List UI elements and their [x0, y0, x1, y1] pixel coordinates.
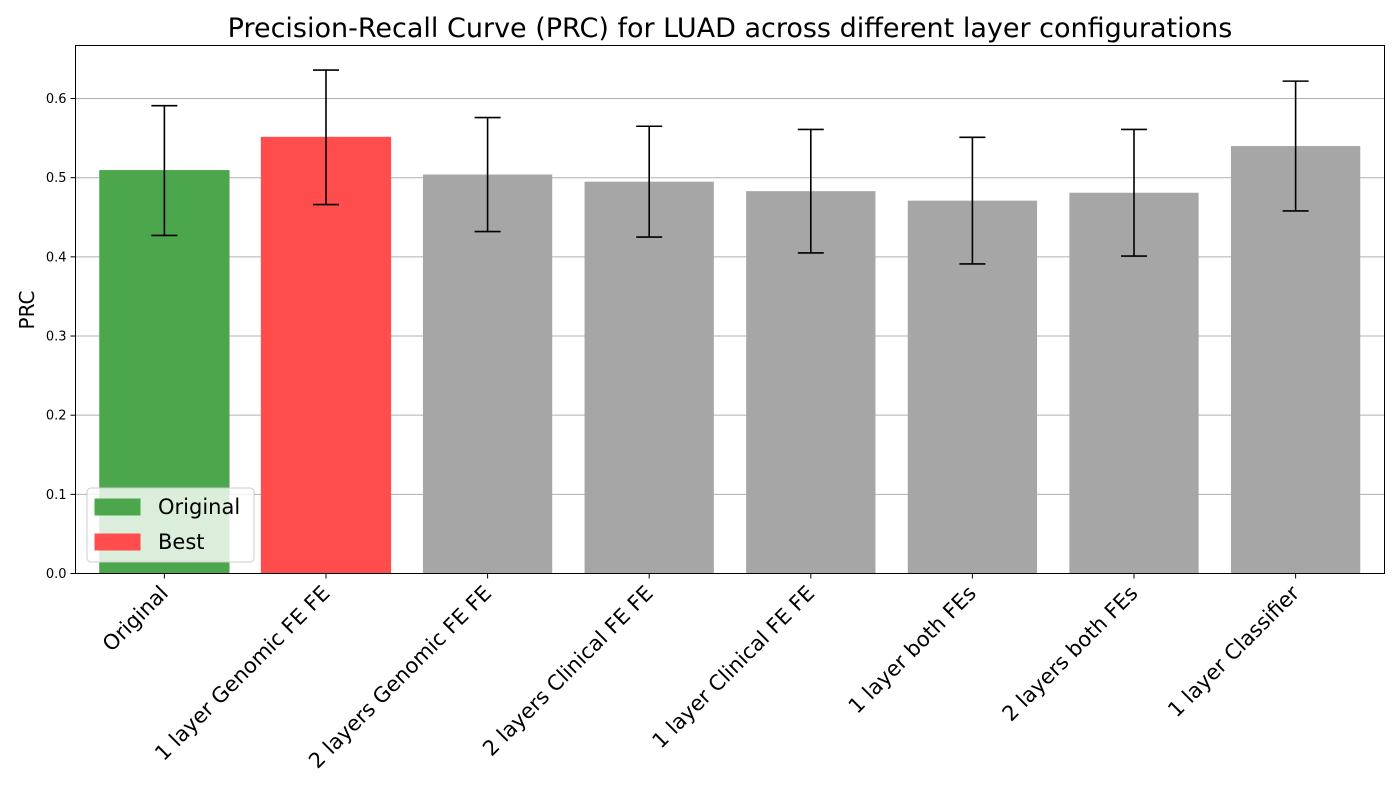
y-ticks: 0.0 0.1 0.2 0.3 0.4 0.5 0.6: [46, 92, 76, 582]
y-tick-label: 0.1: [46, 488, 67, 503]
plot-frame: [75, 45, 1385, 574]
legend-swatch-1: [94, 533, 141, 551]
bar-3: [584, 181, 714, 574]
x-tick-label: 1 layer Classifier: [1163, 581, 1304, 722]
y-tick-label: 0.6: [46, 92, 67, 107]
chart-title: Precision-Recall Curve (PRC) for LUAD ac…: [228, 13, 1233, 44]
x-tick-label: 1 layer Genomic FE FE: [150, 581, 334, 765]
legend-label-1: Best: [158, 530, 205, 554]
y-tick-label: 0.5: [46, 171, 67, 186]
legend-label-0: Original: [158, 495, 240, 519]
error-bars: [151, 69, 1309, 265]
legend: Original Best: [86, 487, 255, 563]
x-tick-label: 2 layers Genomic FE FE: [304, 581, 496, 773]
y-tick-label: 0.0: [46, 567, 67, 582]
bar-1: [260, 136, 392, 574]
y-axis-label: PRC: [15, 291, 39, 330]
bar-7: [1230, 146, 1361, 574]
y-tick-label: 0.2: [46, 409, 67, 424]
x-tick-label: 2 layers Clinical FE FE: [478, 581, 658, 761]
x-tick-label: Original: [98, 581, 173, 656]
y-tick-label: 0.3: [46, 330, 67, 345]
y-tick-label: 0.4: [46, 250, 67, 265]
bars: [99, 136, 1361, 574]
x-tick-label: 1 layer both FEs: [844, 581, 981, 718]
bar-4: [746, 191, 876, 574]
x-tick-label: 1 layer Clinical FE FE: [647, 581, 819, 753]
legend-swatch-0: [94, 498, 141, 516]
bar-2: [422, 174, 553, 574]
x-tick-label: 2 layers both FEs: [998, 581, 1143, 726]
